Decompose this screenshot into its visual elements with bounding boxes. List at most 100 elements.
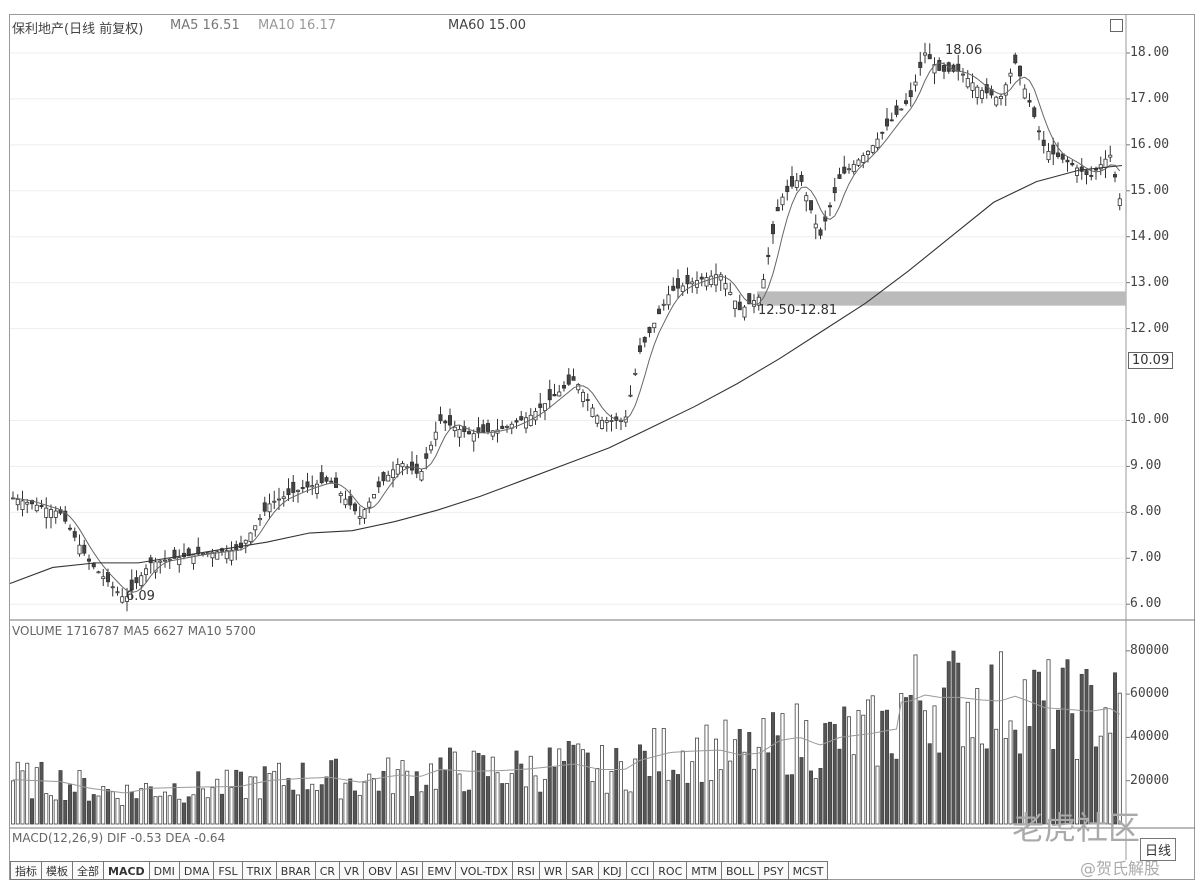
candle-body — [600, 420, 605, 429]
candle-body — [680, 285, 685, 292]
tab-boll[interactable]: BOLL — [721, 861, 760, 880]
period-button[interactable]: 日线 — [1140, 838, 1177, 861]
volume-bar — [243, 798, 248, 825]
volume-tick-label: 80000 — [1130, 642, 1170, 658]
volume-bar — [1094, 746, 1099, 825]
candle-body — [704, 277, 709, 287]
volume-bar — [999, 651, 1004, 825]
tab-vol-tdx[interactable]: VOL-TDX — [456, 861, 513, 880]
candle-body — [1018, 65, 1023, 77]
volume-bar — [1075, 758, 1080, 825]
volume-bar — [913, 654, 918, 825]
tab-rsi[interactable]: RSI — [512, 861, 540, 880]
candle-body — [110, 586, 115, 589]
volume-bar — [148, 786, 153, 825]
tab-模板[interactable]: 模板 — [42, 861, 73, 880]
tab-vr[interactable]: VR — [340, 861, 365, 880]
volume-bar — [538, 791, 543, 825]
price-tick-label: 18.00 — [1130, 44, 1170, 60]
volume-bar — [851, 754, 856, 825]
candle-body — [91, 563, 96, 568]
volume-bar — [139, 788, 144, 825]
volume-bar — [614, 748, 619, 825]
volume-bar — [823, 723, 828, 825]
volume-bar — [1022, 679, 1027, 825]
candle-body — [348, 496, 353, 506]
volume-bar — [101, 786, 106, 825]
tab-cci[interactable]: CCI — [626, 861, 655, 880]
volume-bar — [314, 790, 319, 825]
tab-cr[interactable]: CR — [315, 861, 341, 880]
tab-mtm[interactable]: MTM — [687, 861, 722, 880]
tab-emv[interactable]: EMV — [423, 861, 457, 880]
volume-bar — [680, 750, 685, 825]
tab-全部[interactable]: 全部 — [73, 861, 104, 880]
volume-bar — [248, 776, 253, 825]
volume-bar — [975, 688, 980, 825]
volume-bar — [25, 762, 30, 825]
candle-body — [999, 96, 1004, 99]
maximize-icon[interactable] — [1110, 19, 1123, 32]
tab-macd[interactable]: MACD — [104, 861, 150, 880]
candle-body — [728, 291, 733, 295]
tab-wr[interactable]: WR — [539, 861, 568, 880]
volume-bar — [409, 795, 414, 825]
volume-bar — [894, 758, 899, 825]
high-label: 18.06 — [945, 43, 983, 58]
volume-bar — [167, 795, 172, 825]
volume-bar — [899, 693, 904, 825]
tab-dma[interactable]: DMA — [179, 861, 215, 880]
price-tick-label: 15.00 — [1130, 182, 1170, 198]
volume-bar — [1084, 669, 1089, 825]
volume-bar — [72, 791, 77, 825]
tab-asi[interactable]: ASI — [396, 861, 424, 880]
volume-bar — [424, 784, 429, 825]
volume-bar — [870, 695, 875, 825]
volume-bar — [481, 755, 486, 825]
tab-psy[interactable]: PSY — [759, 861, 789, 880]
candle-body — [409, 461, 414, 471]
price-tick-label: 10.00 — [1130, 412, 1170, 428]
tab-sar[interactable]: SAR — [567, 861, 599, 880]
price-tick-label: 7.00 — [1130, 550, 1162, 566]
volume-bar — [452, 751, 457, 825]
ma10-readout: MA10 16.17 — [258, 18, 336, 33]
tab-mcst[interactable]: MCST — [788, 861, 829, 880]
volume-bar — [514, 750, 519, 825]
volume-bar — [68, 784, 73, 825]
candle-body — [609, 420, 614, 422]
tab-obv[interactable]: OBV — [364, 861, 397, 880]
tab-trix[interactable]: TRIX — [242, 861, 277, 880]
tab-kdj[interactable]: KDJ — [598, 861, 627, 880]
volume-bar — [699, 781, 704, 825]
candle-body — [889, 119, 894, 122]
price-tick-label: 16.00 — [1130, 136, 1170, 152]
candle-body — [927, 54, 932, 60]
volume-bar — [291, 789, 296, 825]
candle-body — [200, 552, 205, 555]
volume-bar — [257, 798, 262, 825]
candle-body — [1027, 100, 1032, 103]
volume-bar — [780, 713, 785, 825]
volume-tick-label: 40000 — [1130, 729, 1170, 745]
volume-bar — [604, 792, 609, 825]
candle-body — [1022, 88, 1027, 99]
candle-body — [918, 61, 923, 68]
volume-bar — [1117, 692, 1122, 825]
candle-body — [257, 518, 262, 521]
tab-指标[interactable]: 指标 — [10, 861, 42, 880]
tab-brar[interactable]: BRAR — [276, 861, 316, 880]
candle-body — [628, 394, 633, 397]
volume-bar — [82, 778, 87, 825]
candle-body — [485, 423, 490, 432]
ma60-readout: MA60 15.00 — [448, 18, 526, 33]
volume-bar — [405, 770, 410, 825]
stock-title: 保利地产(日线 前复权) — [12, 22, 144, 37]
volume-bar — [10, 780, 15, 825]
volume-ma-line — [12, 694, 1121, 794]
tab-fsl[interactable]: FSL — [214, 861, 243, 880]
volume-bar — [1008, 720, 1013, 825]
tab-dmi[interactable]: DMI — [149, 861, 180, 880]
tab-roc[interactable]: ROC — [654, 861, 688, 880]
